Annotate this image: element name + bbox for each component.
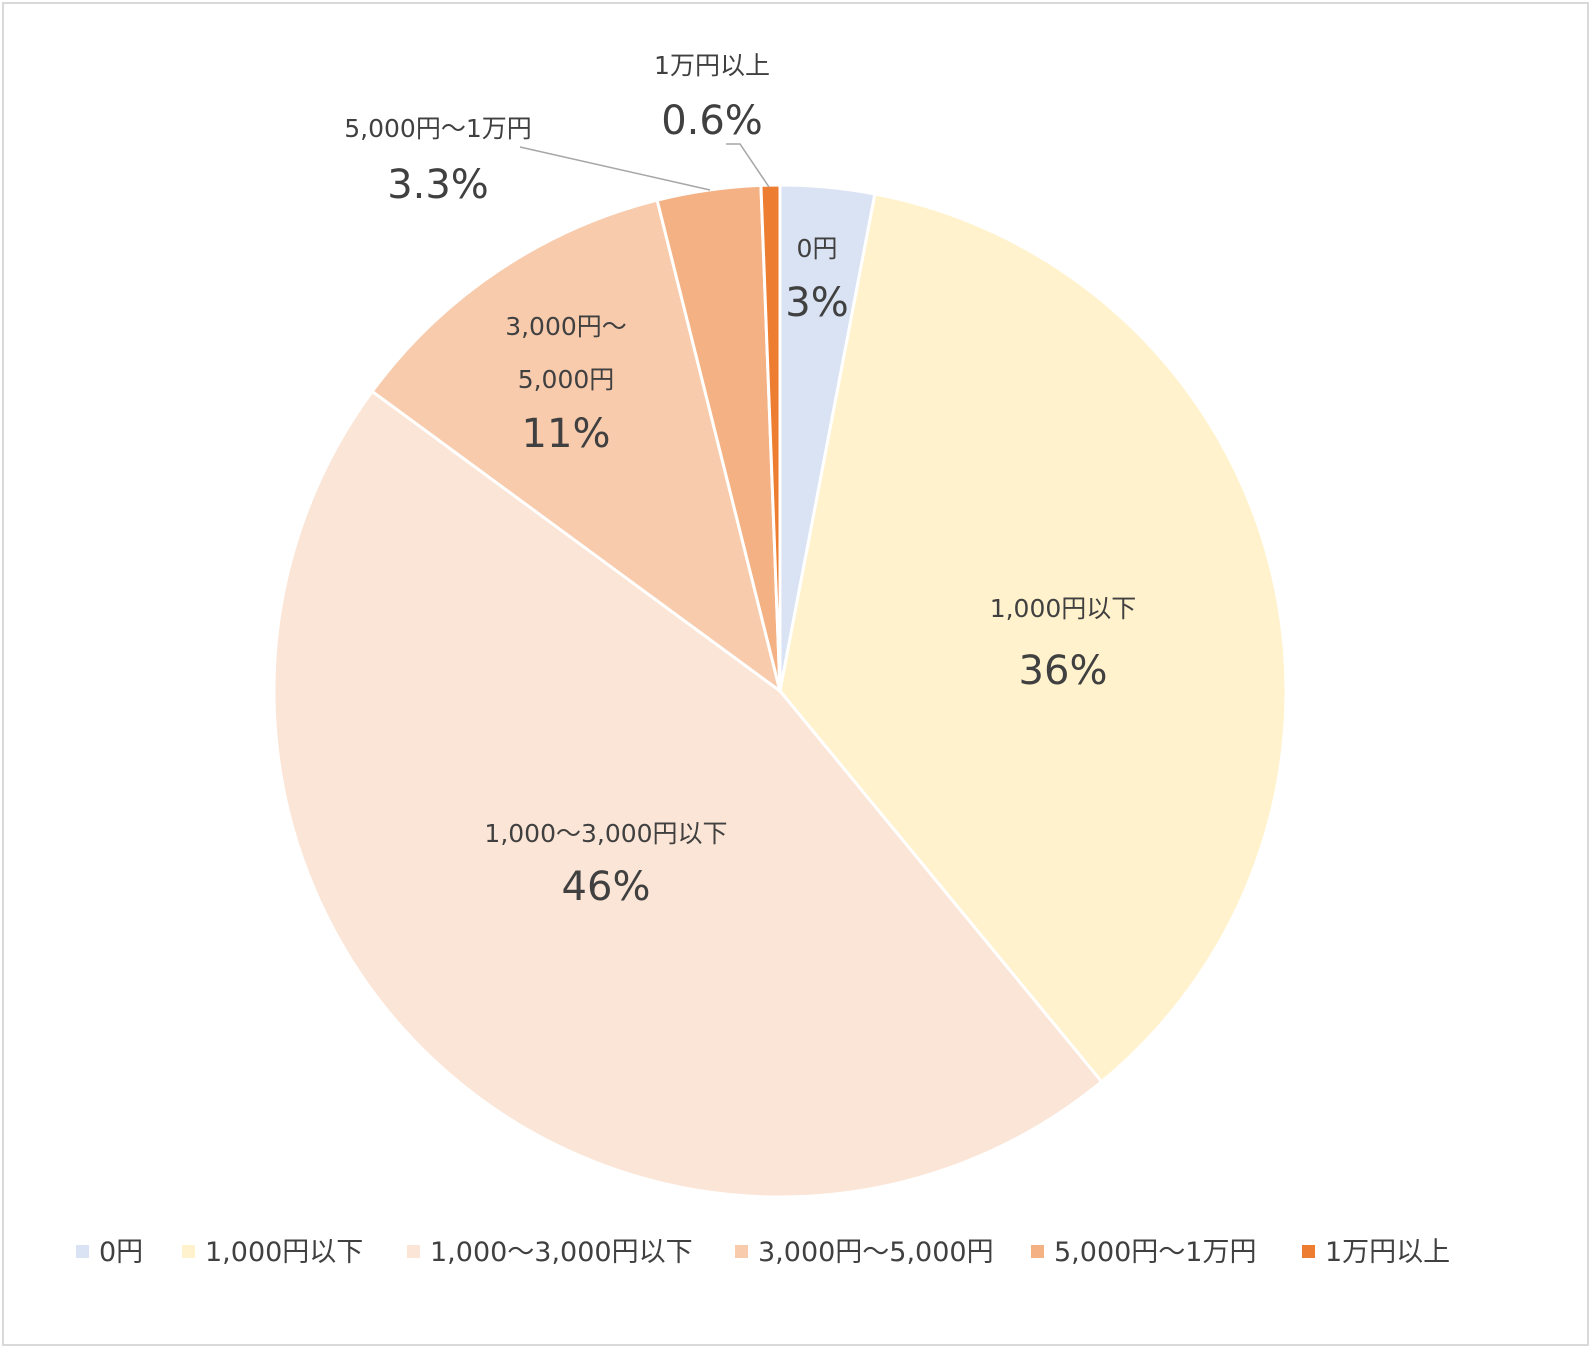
slice-percent-label: 11% [522,411,611,457]
slice-category-label: 1万円以上 [654,51,770,80]
slice-percent-label: 36% [1019,648,1108,694]
legend: 0円 1,000円以下 1,000〜3,000円以下 3,000円〜5,000円 5,0… [76,1237,1450,1268]
slice-percent-label: 3% [785,280,848,326]
legend-label: 1,000〜3,000円以下 [430,1237,693,1268]
slice-category-label: 1,000円以下 [990,594,1137,623]
leader-lines [519,143,770,191]
legend-label: 1万円以上 [1325,1237,1450,1268]
pie-slice [370,198,783,695]
pie-chart: 0円3%1,000円以下36%1,000〜3,000円以下46%3,000円〜5… [76,51,1450,1268]
slice-percent-label: 46% [562,864,651,910]
data-labels: 0円 3% 1,000円以下 36% 1,000〜3,000円以下 46% 3,000円〜 5… [344,51,1136,910]
legend-swatch [182,1245,195,1258]
slice-category-label: 1,000〜3,000円以下 [484,819,727,848]
legend-label: 0円 [99,1237,143,1268]
legend-label: 5,000円〜1万円 [1054,1237,1256,1268]
pie-slice [778,192,1288,1084]
leader-line [726,143,770,188]
legend-label: 3,000円〜5,000円 [758,1237,994,1268]
legend-swatch [76,1245,89,1258]
pie-slices [272,183,1288,1199]
pie-slice [272,389,1104,1199]
legend-swatch [407,1245,420,1258]
legend-label: 1,000円以下 [205,1237,363,1268]
slice-percent-label: 3.3% [387,162,489,208]
leader-line [519,146,711,191]
slice-percent-label: 0.6% [661,98,763,144]
legend-swatch [735,1245,748,1258]
legend-swatch [1031,1245,1044,1258]
slice-category-label: 0円 [797,234,838,263]
legend-swatch [1302,1245,1315,1258]
slice-category-label: 3,000円〜 [505,312,627,341]
pie-slice [759,183,782,692]
slice-category-label: 5,000円〜1万円 [344,114,531,143]
slice-category-label: 5,000円 [518,365,615,394]
